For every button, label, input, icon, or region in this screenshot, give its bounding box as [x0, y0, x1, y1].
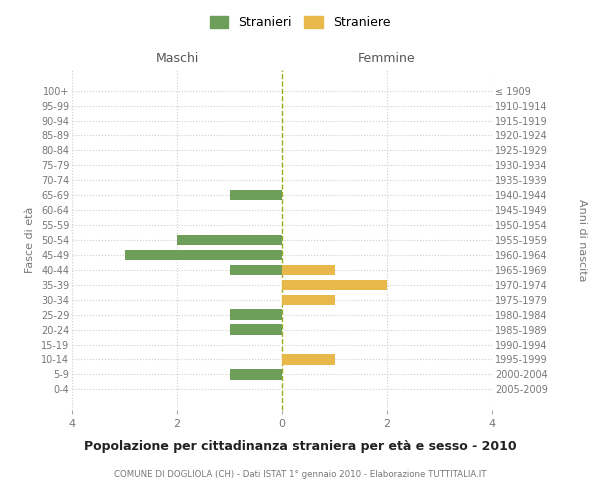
Bar	[229, 310, 282, 320]
Text: COMUNE DI DOGLIOLA (CH) - Dati ISTAT 1° gennaio 2010 - Elaborazione TUTTITALIA.I: COMUNE DI DOGLIOLA (CH) - Dati ISTAT 1° …	[114, 470, 486, 479]
Bar	[125, 250, 282, 260]
Text: Maschi: Maschi	[155, 52, 199, 65]
Text: Popolazione per cittadinanza straniera per età e sesso - 2010: Popolazione per cittadinanza straniera p…	[83, 440, 517, 453]
Legend: Stranieri, Straniere: Stranieri, Straniere	[205, 11, 395, 34]
Bar	[229, 369, 282, 380]
Bar	[229, 190, 282, 200]
Bar	[177, 235, 282, 245]
Text: Femmine: Femmine	[358, 52, 416, 65]
Y-axis label: Anni di nascita: Anni di nascita	[577, 198, 587, 281]
Bar	[229, 264, 282, 275]
Bar	[229, 324, 282, 335]
Bar	[282, 280, 387, 290]
Bar	[282, 264, 335, 275]
Bar	[282, 354, 335, 364]
Bar	[282, 294, 335, 305]
Y-axis label: Fasce di età: Fasce di età	[25, 207, 35, 273]
